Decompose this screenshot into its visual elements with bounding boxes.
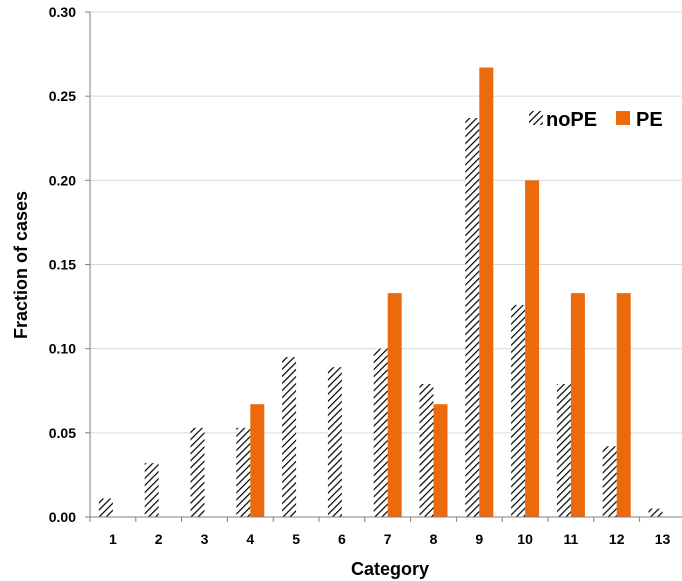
x-axis-title: Category [351,559,429,579]
y-tick-label: 0.05 [49,425,76,441]
y-tick-label: 0.25 [49,88,76,104]
y-tick-label: 0.10 [49,341,76,357]
legend: noPE PE [529,109,663,131]
bar-pe-8 [433,404,448,517]
gridlines [90,11,682,434]
x-tick-label: 10 [517,531,533,547]
bar-nope-5 [282,357,297,517]
y-tick-label: 0.20 [49,172,76,188]
bars [98,67,663,518]
bar-nope-10 [511,304,526,517]
bar-pe-7 [387,293,402,517]
x-tick-label: 12 [609,531,625,547]
y-axis-title: Fraction of cases [11,191,31,339]
x-tick-label: 11 [563,531,578,547]
bar-pe-12 [616,293,631,517]
x-tick-label: 4 [246,531,254,547]
bar-nope-7 [373,348,388,517]
x-tick-label: 2 [155,531,163,547]
x-tick-label: 6 [338,531,346,547]
x-tick-label: 1 [109,531,117,547]
bar-pe-11 [570,293,585,517]
bar-nope-6 [327,367,342,517]
bar-nope-13 [648,508,663,517]
bar-nope-11 [556,384,571,517]
tick-labels: 0.000.050.100.150.200.250.301 2 3 4 5 6 7 8 9 10 1… [49,4,671,547]
legend-swatch-nope [529,111,543,125]
bar-nope-2 [144,463,159,517]
bar-pe-4 [250,404,265,517]
x-tick-label: 3 [201,531,209,547]
bar-nope-1 [98,498,113,517]
legend-label-pe: PE [636,109,663,131]
x-tick-label: 7 [384,531,392,547]
bar-pe-9 [479,67,494,518]
bar-nope-9 [465,118,480,518]
bar-nope-12 [602,446,617,517]
legend-label-nope: noPE [546,109,597,131]
bar-pe-10 [525,180,540,518]
y-tick-label: 0.30 [49,4,76,20]
x-tick-label: 5 [292,531,300,547]
bar-nope-3 [190,427,205,517]
bar-nope-8 [419,384,434,517]
legend-swatch-pe [616,111,630,125]
x-tick-label: 13 [655,531,671,547]
y-tick-label: 0.15 [49,257,76,273]
bar-nope-4 [236,427,251,517]
y-tick-label: 0.00 [49,509,76,525]
x-tick-label: 8 [430,531,438,547]
x-tick-label: 9 [475,531,483,547]
